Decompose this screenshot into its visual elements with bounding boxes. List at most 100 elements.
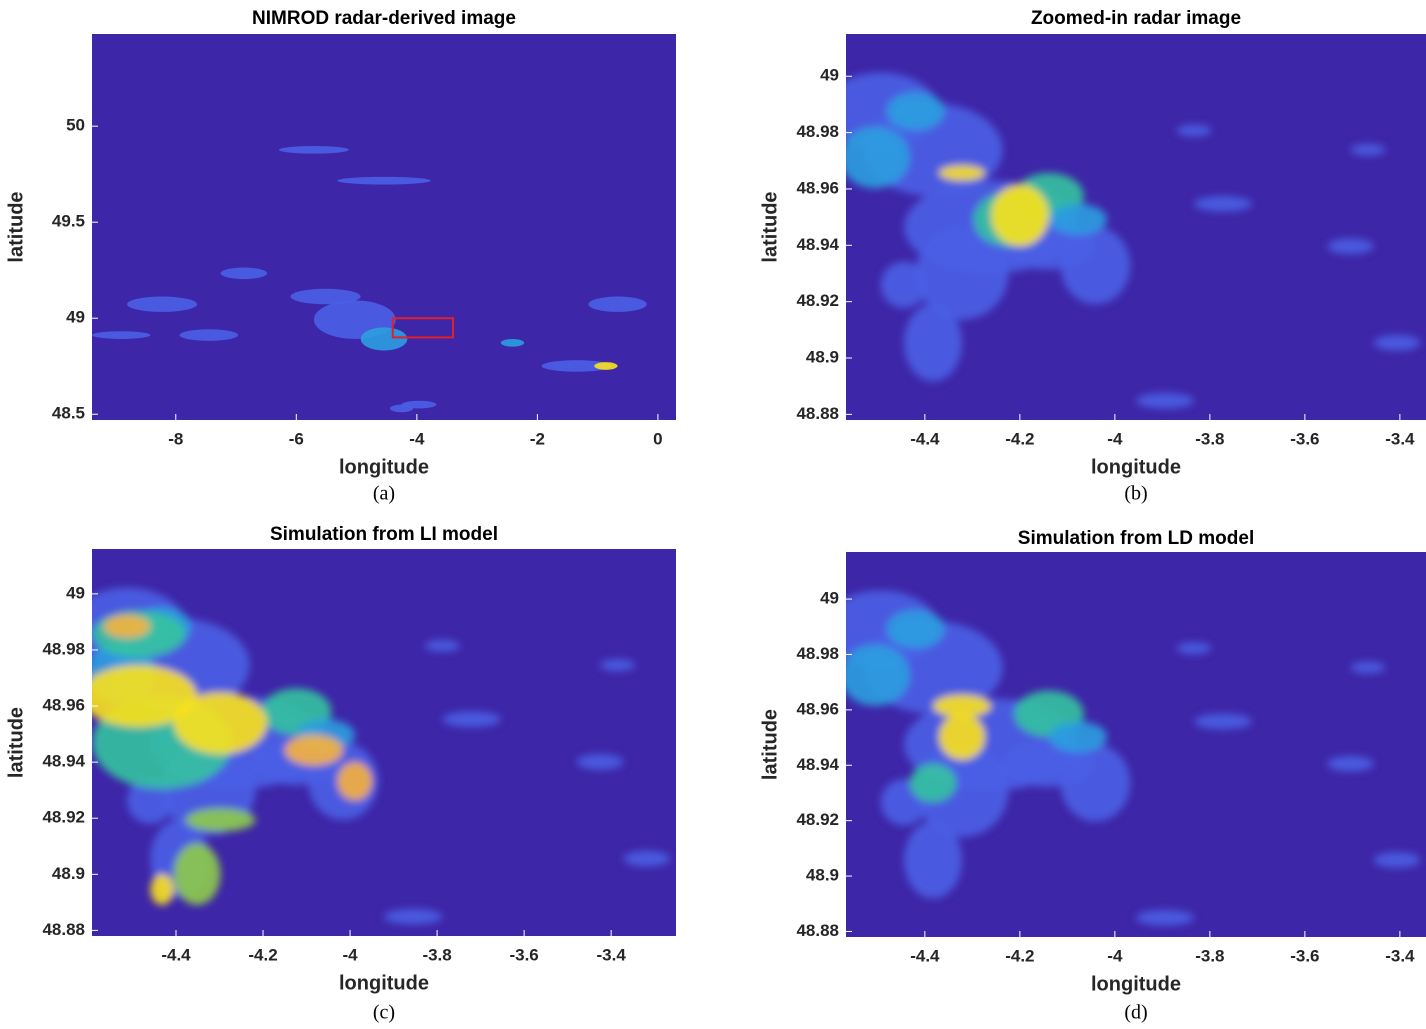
intensity-blob bbox=[1194, 713, 1252, 730]
y-tick-label: 48.98 bbox=[796, 122, 839, 141]
panel: -4.4 -4.2 -4 -3.8 -3.6 -3.4 48.88 48.9 48.92 48.9… bbox=[759, 8, 1426, 505]
intensity-blob bbox=[886, 91, 945, 131]
y-tick-label: 48.88 bbox=[796, 404, 839, 423]
intensity-blob bbox=[1327, 238, 1374, 255]
heatmap-image bbox=[846, 590, 1421, 926]
intensity-blob bbox=[594, 362, 618, 370]
x-tick-label: -4 bbox=[1107, 429, 1123, 448]
y-axis-label: latitude bbox=[759, 191, 781, 262]
intensity-blob bbox=[127, 777, 174, 824]
intensity-blob bbox=[1176, 642, 1212, 655]
x-tick-label: -4.2 bbox=[248, 945, 277, 964]
x-tick-label: -3.8 bbox=[1195, 429, 1224, 448]
x-axis-label: longitude bbox=[339, 456, 429, 478]
intensity-blob bbox=[290, 288, 361, 305]
intensity-blob bbox=[173, 692, 268, 755]
y-tick-label: 49 bbox=[820, 66, 839, 85]
intensity-blob bbox=[1049, 203, 1107, 235]
intensity-blob bbox=[500, 338, 525, 347]
intensity-blob bbox=[938, 713, 986, 760]
y-tick-label: 49.5 bbox=[52, 212, 85, 231]
intensity-blob bbox=[127, 296, 198, 312]
intensity-blob bbox=[1194, 196, 1252, 212]
x-tick-label: -4.4 bbox=[910, 429, 940, 448]
intensity-blob bbox=[938, 165, 986, 181]
y-tick-label: 48.94 bbox=[796, 755, 839, 774]
heatmap-texture bbox=[846, 590, 1421, 926]
intensity-blob bbox=[991, 184, 1049, 247]
panel: -4.4 -4.2 -4 -3.8 -3.6 -3.4 48.88 48.9 48.92 48.9… bbox=[5, 524, 676, 1024]
heatmap-image bbox=[92, 145, 647, 413]
y-tick-label: 48.98 bbox=[42, 639, 85, 658]
panel: -8 -6 -4 -2 0 48.5 49 49.5 50 NIMROD radar-derive… bbox=[5, 8, 676, 505]
intensity-blob bbox=[1060, 744, 1131, 822]
intensity-blob bbox=[284, 734, 344, 766]
intensity-blob bbox=[384, 908, 443, 925]
intensity-blob bbox=[103, 614, 151, 639]
x-tick-label: -4 bbox=[342, 945, 358, 964]
panel: -4.4 -4.2 -4 -3.8 -3.6 -3.4 48.88 48.9 48.92 48.9… bbox=[759, 528, 1426, 1024]
x-axis-label: longitude bbox=[1091, 973, 1181, 995]
heatmap-texture bbox=[846, 72, 1421, 409]
intensity-blob bbox=[179, 329, 238, 341]
intensity-blob bbox=[623, 850, 671, 867]
intensity-blob bbox=[442, 711, 501, 728]
y-axis-label: latitude bbox=[5, 191, 27, 262]
intensity-blob bbox=[541, 360, 612, 372]
chart-title: Simulation from LI model bbox=[270, 524, 498, 545]
intensity-blob bbox=[337, 761, 373, 801]
intensity-blob bbox=[588, 296, 647, 312]
x-tick-label: -3.6 bbox=[1290, 946, 1319, 965]
caption: (a) bbox=[373, 483, 395, 505]
caption: (d) bbox=[1124, 1002, 1147, 1024]
heatmap-image bbox=[92, 587, 671, 925]
x-axis-label: longitude bbox=[1091, 456, 1181, 478]
intensity-blob bbox=[933, 694, 991, 718]
x-axis-label: longitude bbox=[339, 972, 429, 994]
plot-background bbox=[92, 34, 676, 420]
intensity-blob bbox=[1060, 227, 1131, 305]
intensity-blob bbox=[909, 763, 957, 803]
x-tick-label: -4.2 bbox=[1005, 946, 1034, 965]
x-tick-label: -4.4 bbox=[161, 945, 191, 964]
intensity-blob bbox=[220, 267, 268, 280]
y-tick-label: 48.98 bbox=[796, 644, 839, 663]
y-axis-label: latitude bbox=[5, 707, 27, 778]
y-tick-label: 48.92 bbox=[42, 808, 85, 827]
heatmap-image bbox=[846, 72, 1421, 409]
intensity-blob bbox=[92, 331, 151, 339]
intensity-blob bbox=[600, 659, 636, 671]
y-tick-label: 48.96 bbox=[42, 696, 85, 715]
intensity-blob bbox=[576, 754, 624, 770]
intensity-blob bbox=[904, 304, 962, 382]
heatmap-texture bbox=[92, 587, 671, 925]
y-axis-label: latitude bbox=[759, 709, 781, 780]
x-tick-label: -4 bbox=[409, 429, 425, 448]
y-tick-label: 48.9 bbox=[806, 866, 839, 885]
caption: (b) bbox=[1124, 483, 1147, 505]
intensity-blob bbox=[915, 227, 1009, 320]
x-tick-label: -3.6 bbox=[509, 945, 538, 964]
y-tick-label: 50 bbox=[66, 116, 85, 135]
y-tick-label: 48.96 bbox=[796, 699, 839, 718]
intensity-blob bbox=[424, 639, 460, 652]
intensity-blob bbox=[880, 261, 928, 309]
intensity-blob bbox=[1350, 661, 1386, 674]
x-tick-label: -2 bbox=[530, 429, 545, 448]
y-tick-label: 49 bbox=[66, 308, 85, 327]
chart-title: Simulation from LD model bbox=[1018, 528, 1254, 549]
intensity-blob bbox=[1327, 756, 1374, 772]
y-tick-label: 48.96 bbox=[796, 178, 839, 197]
intensity-blob bbox=[389, 404, 414, 413]
intensity-blob bbox=[1350, 144, 1386, 156]
x-tick-label: -8 bbox=[168, 429, 183, 448]
heatmap-texture bbox=[92, 145, 647, 413]
intensity-blob bbox=[1049, 721, 1107, 753]
x-tick-label: -4.4 bbox=[910, 946, 940, 965]
y-tick-label: 48.88 bbox=[42, 920, 85, 939]
intensity-blob bbox=[1373, 335, 1421, 351]
intensity-blob bbox=[337, 176, 431, 185]
y-tick-label: 49 bbox=[820, 589, 839, 608]
intensity-blob bbox=[92, 665, 198, 728]
